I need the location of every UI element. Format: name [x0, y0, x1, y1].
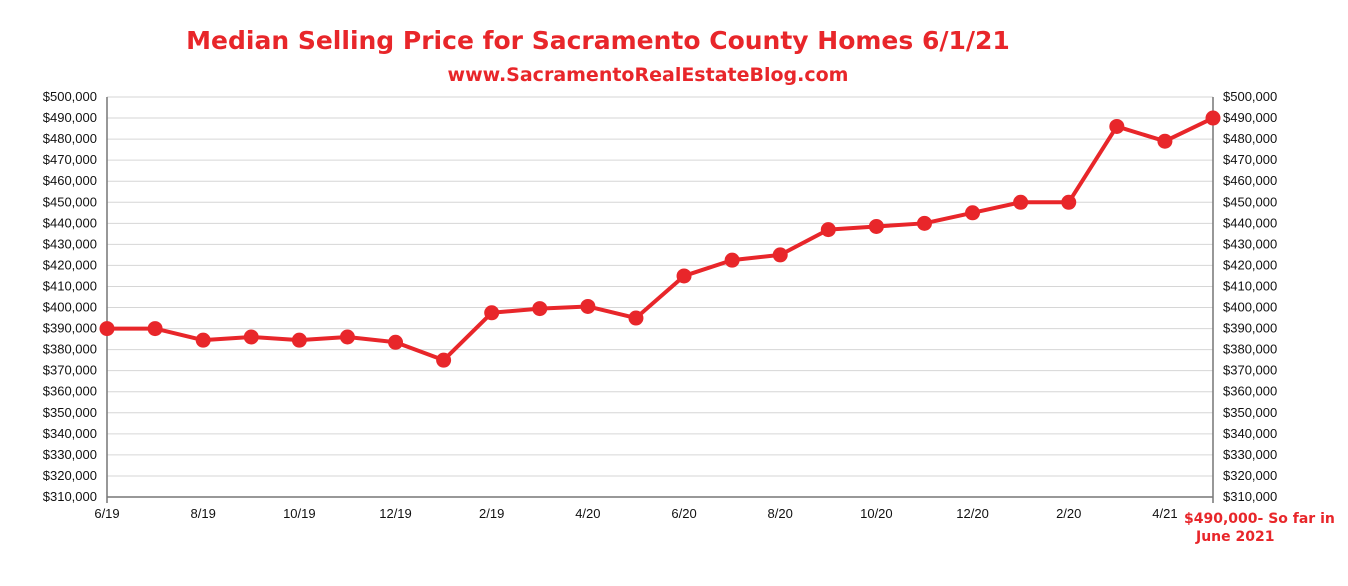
x-tick-label: 6/19	[94, 506, 119, 521]
data-point	[916, 215, 932, 231]
y-tick-label-right: $480,000	[1223, 131, 1277, 146]
data-point	[388, 334, 404, 350]
y-tick-label-left: $490,000	[43, 110, 97, 125]
y-tick-label-left: $430,000	[43, 236, 97, 251]
data-point	[532, 301, 548, 317]
annotation-line-2: June 2021	[1196, 529, 1275, 545]
y-tick-label-left: $440,000	[43, 215, 97, 230]
data-point	[339, 329, 355, 345]
data-point	[436, 352, 452, 368]
y-tick-label-left: $320,000	[43, 468, 97, 483]
x-tick-label: 2/20	[1056, 506, 1081, 521]
y-tick-label-right: $350,000	[1223, 405, 1277, 420]
data-point	[772, 247, 788, 263]
y-tick-label-right: $380,000	[1223, 342, 1277, 357]
data-point	[243, 329, 259, 345]
x-tick-label: 6/20	[671, 506, 696, 521]
y-tick-label-left: $390,000	[43, 321, 97, 336]
data-point	[1205, 110, 1221, 126]
x-tick-label: 12/20	[956, 506, 989, 521]
data-point	[195, 332, 211, 348]
data-point	[868, 218, 884, 234]
y-tick-label-right: $360,000	[1223, 384, 1277, 399]
data-point	[1061, 194, 1077, 210]
y-tick-label-left: $420,000	[43, 257, 97, 272]
y-tick-label-left: $450,000	[43, 194, 97, 209]
y-tick-label-left: $370,000	[43, 363, 97, 378]
y-tick-label-right: $420,000	[1223, 257, 1277, 272]
y-tick-label-left: $500,000	[43, 89, 97, 104]
data-point	[580, 298, 596, 314]
chart-title: Median Selling Price for Sacramento Coun…	[186, 26, 1010, 55]
data-point	[291, 332, 307, 348]
y-tick-label-right: $450,000	[1223, 194, 1277, 209]
data-point	[820, 222, 836, 238]
x-tick-label: 8/20	[768, 506, 793, 521]
data-point	[147, 321, 163, 337]
y-tick-label-right: $490,000	[1223, 110, 1277, 125]
y-tick-label-left: $360,000	[43, 384, 97, 399]
chart-subtitle: www.SacramentoRealEstateBlog.com	[447, 64, 849, 86]
y-tick-label-left: $330,000	[43, 447, 97, 462]
data-point	[1109, 118, 1125, 134]
x-tick-label: 2/19	[479, 506, 504, 521]
data-point	[724, 252, 740, 268]
y-tick-label-left: $350,000	[43, 405, 97, 420]
y-tick-label-right: $400,000	[1223, 300, 1277, 315]
annotation-line-1: $490,000- So far in	[1184, 511, 1335, 527]
y-tick-label-right: $390,000	[1223, 321, 1277, 336]
y-tick-label-right: $470,000	[1223, 152, 1277, 167]
y-tick-label-right: $340,000	[1223, 426, 1277, 441]
data-point	[965, 205, 981, 221]
y-tick-label-left: $400,000	[43, 300, 97, 315]
x-tick-label: 4/21	[1152, 506, 1177, 521]
y-tick-label-left: $410,000	[43, 278, 97, 293]
x-tick-label: 12/19	[379, 506, 412, 521]
y-tick-label-right: $310,000	[1223, 489, 1277, 504]
y-tick-label-left: $310,000	[43, 489, 97, 504]
data-point	[1013, 194, 1029, 210]
y-tick-label-right: $410,000	[1223, 278, 1277, 293]
x-tick-label: 8/19	[191, 506, 216, 521]
data-point	[676, 268, 692, 284]
y-tick-label-right: $440,000	[1223, 215, 1277, 230]
x-tick-label: 10/19	[283, 506, 316, 521]
x-tick-label: 10/20	[860, 506, 893, 521]
y-tick-label-left: $460,000	[43, 173, 97, 188]
x-tick-label: 4/20	[575, 506, 600, 521]
series-line	[107, 116, 1214, 363]
y-tick-label-left: $480,000	[43, 131, 97, 146]
y-tick-label-left: $340,000	[43, 426, 97, 441]
y-tick-label-right: $430,000	[1223, 236, 1277, 251]
y-tick-label-right: $460,000	[1223, 173, 1277, 188]
y-tick-label-right: $370,000	[1223, 363, 1277, 378]
data-point	[1157, 133, 1173, 149]
y-tick-label-right: $500,000	[1223, 89, 1277, 104]
y-tick-label-left: $380,000	[43, 342, 97, 357]
y-tick-label-left: $470,000	[43, 152, 97, 167]
data-point	[99, 321, 115, 337]
y-tick-label-right: $330,000	[1223, 447, 1277, 462]
data-point	[628, 310, 644, 326]
annotation: $490,000- So far in June 2021	[1184, 510, 1344, 546]
y-tick-label-right: $320,000	[1223, 468, 1277, 483]
data-point	[484, 305, 500, 321]
